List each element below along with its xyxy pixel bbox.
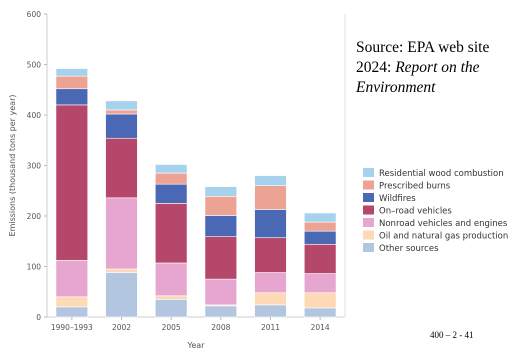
x-tick-label: 2008 [211, 323, 230, 332]
y-tick-label: 100 [27, 263, 42, 272]
x-axis-ticks: 1990–1993 2002 2005 2008 2011 2014 [51, 317, 330, 332]
legend-label: Residential wood combustion [379, 169, 504, 179]
bars [55, 68, 337, 318]
legend-swatch [363, 168, 374, 177]
x-tick-label: 2014 [311, 323, 330, 332]
bar-segment [55, 75, 89, 90]
bar-segment [154, 299, 188, 318]
plot-frame [46, 14, 346, 318]
legend-swatch [363, 243, 374, 252]
bar-segment [303, 230, 337, 245]
bar-segment [154, 164, 188, 174]
y-axis-title: Emissions (thousand tons per year) [8, 95, 17, 237]
bar-segment [105, 100, 138, 111]
bar-segment [105, 137, 138, 199]
x-tick-label: 1990–1993 [51, 323, 93, 332]
bar-segment [254, 175, 287, 187]
legend-label: Oil and natural gas production [379, 232, 508, 242]
y-axis-ticks: 0 100 200 300 400 500 600 [27, 10, 47, 322]
bar-segment [55, 296, 89, 308]
bar-segment [303, 212, 337, 223]
bar-segment [154, 183, 188, 204]
x-axis-title: Year [187, 341, 206, 350]
legend-swatch [363, 230, 374, 240]
legend-label: On–road vehicles [379, 207, 452, 217]
bar-segment [105, 197, 138, 270]
bar-segment [254, 292, 287, 306]
y-tick-label: 300 [27, 162, 42, 171]
bar-segment [154, 172, 188, 185]
source-citation: Source: EPA web site 2024: Report on the… [356, 38, 522, 98]
legend-swatch [363, 218, 374, 227]
bar-segment [254, 185, 287, 210]
y-tick-label: 400 [27, 111, 42, 120]
bar-segment [303, 243, 337, 274]
bar-segment [254, 272, 287, 294]
bar-segment [105, 272, 138, 318]
bar-segment [204, 278, 238, 306]
bar-segment [303, 307, 337, 318]
bar-segment [154, 295, 188, 300]
legend-label: Other sources [379, 244, 439, 254]
bar-segment [204, 196, 238, 216]
page-number: 400 – 2 - 41 [430, 330, 474, 340]
bar-segment [303, 273, 337, 294]
bar-segment [105, 109, 138, 115]
bar-segment [55, 104, 89, 261]
bar-segment [254, 304, 287, 318]
legend: Residential wood combustion Prescribed bu… [363, 168, 508, 254]
bar-segment [303, 221, 337, 232]
legend-swatch [363, 193, 374, 202]
bar-segment [55, 68, 89, 77]
x-tick-label: 2002 [112, 323, 131, 332]
bar-segment [105, 268, 138, 273]
report-title: Report on the Environment [356, 59, 480, 96]
y-tick-label: 200 [27, 212, 42, 221]
bar-segment [204, 305, 238, 318]
bar-segment [55, 260, 89, 298]
bar-segment [254, 237, 287, 273]
x-tick-label: 2005 [162, 323, 181, 332]
bar-segment [55, 306, 89, 318]
legend-label: Prescribed burns [379, 182, 451, 192]
y-tick-label: 500 [27, 61, 42, 70]
legend-label: Wildfires [379, 194, 416, 204]
legend-label: Nonroad vehicles and engines [379, 219, 508, 229]
bar-segment [204, 215, 238, 238]
bar-segment [204, 236, 238, 280]
x-tick-label: 2011 [261, 323, 280, 332]
y-tick-label: 0 [36, 313, 41, 322]
bar-segment [154, 203, 188, 264]
y-tick-label: 600 [27, 10, 42, 19]
bar-segment [105, 113, 138, 139]
source-citation-text: Source: EPA web site 2024: [356, 39, 490, 76]
bar-segment [154, 262, 188, 297]
bar-segment [303, 292, 337, 309]
bar-segment [254, 209, 287, 239]
bar-segment [204, 186, 238, 197]
bar-segment [55, 88, 89, 106]
legend-swatch [363, 205, 374, 215]
legend-swatch [363, 180, 374, 190]
